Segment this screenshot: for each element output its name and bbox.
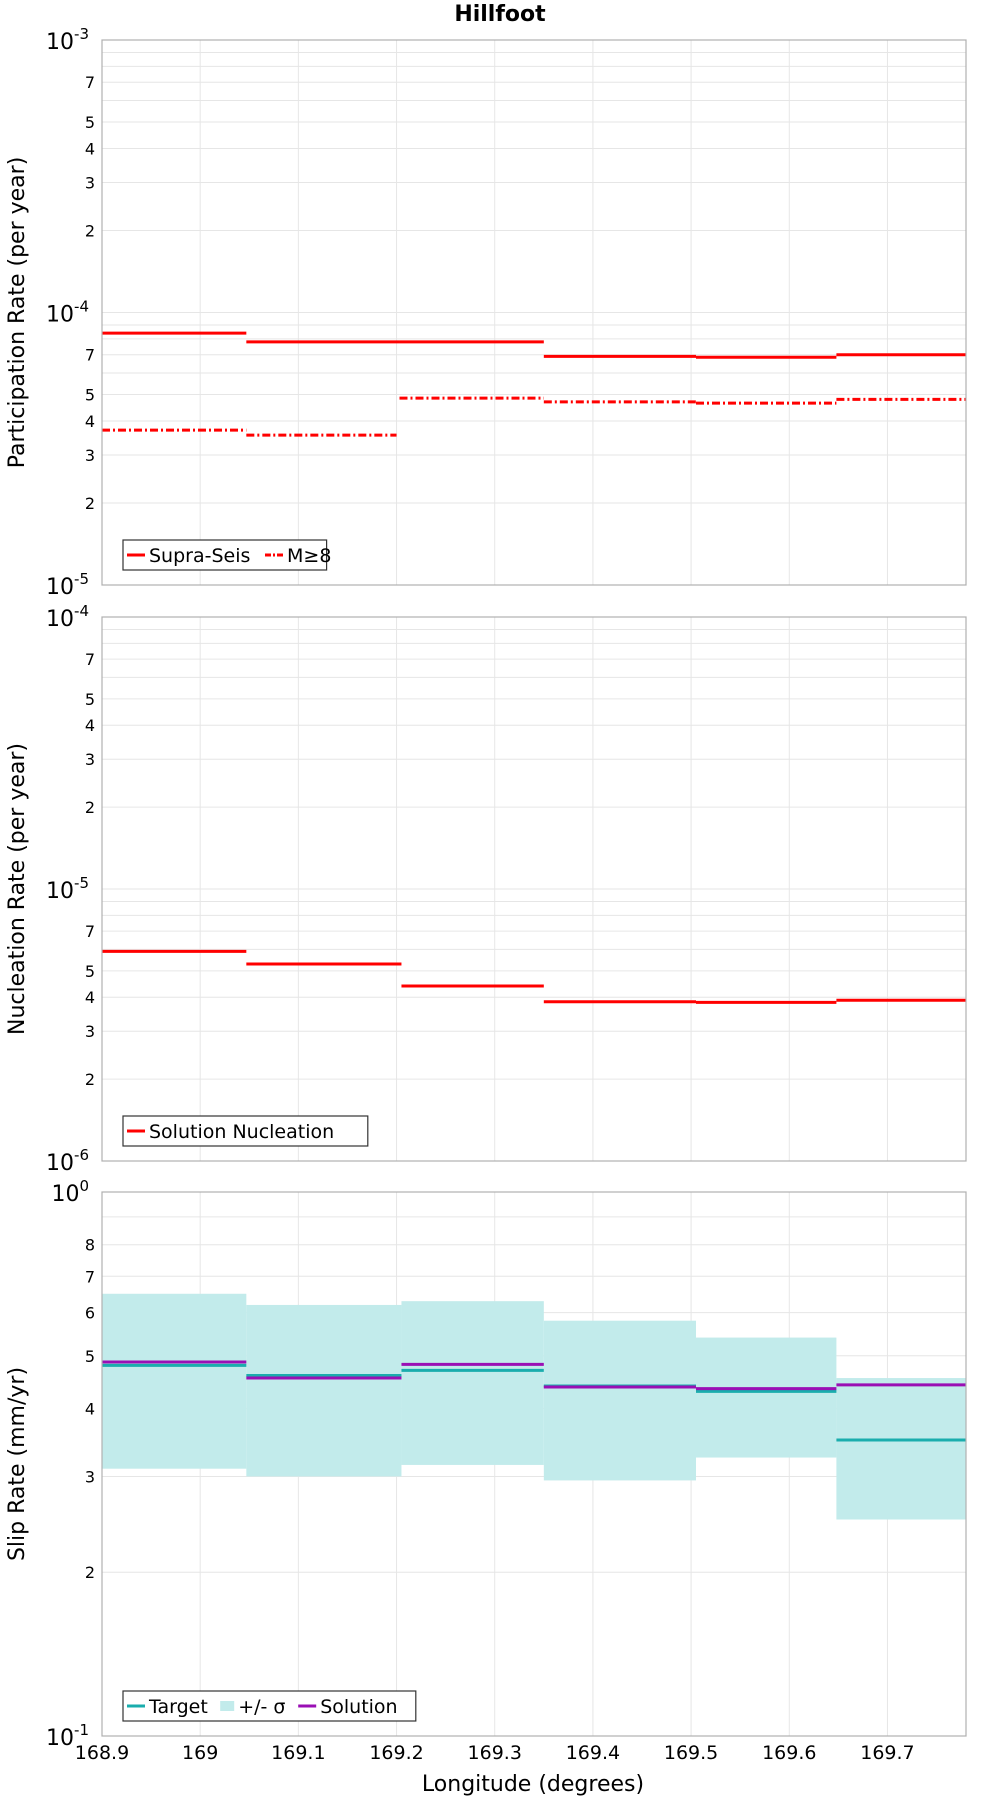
uncertainty-band — [246, 1304, 402, 1477]
y-tick-label: 7 — [85, 1267, 95, 1286]
y-axis-label: Nucleation Rate (per year) — [5, 743, 30, 1035]
legend: Solution Nucleation — [122, 1115, 369, 1147]
y-tick-label: 5 — [85, 962, 95, 981]
panel-3: 10-1 2 3 4 5 6 7 8 100 Slip Rate (mm/yr) Target +/-… — [5, 1177, 967, 1751]
legend-box — [122, 1115, 369, 1147]
uncertainty-band — [401, 1301, 544, 1465]
chart-title: Hillfoot — [454, 2, 546, 27]
y-tick-label: 100 — [51, 1177, 89, 1207]
x-tick-label: 169.5 — [664, 1742, 718, 1764]
y-tick-label: 3 — [85, 446, 95, 465]
y-axis-label: Participation Rate (per year) — [5, 157, 30, 469]
y-tick-label: 2 — [85, 1070, 95, 1089]
legend-label: Supra-Seis — [149, 545, 250, 567]
legend-box — [122, 1690, 417, 1722]
y-tick-label: 7 — [85, 650, 95, 669]
y-tick-label: 5 — [85, 1347, 95, 1366]
x-tick-label: 169.4 — [566, 1742, 620, 1764]
legend-label: Target — [148, 1696, 208, 1718]
panel-1: 10-5 2 3 4 5 7 10-4 2 3 4 5 7 10-3 Participation Rate… — [5, 25, 967, 600]
panels: 10-5 2 3 4 5 7 10-4 2 3 4 5 7 10-3 Participation Rate… — [5, 25, 967, 1764]
y-tick-label: 2 — [85, 221, 95, 240]
x-tick-label: 168.9 — [75, 1742, 129, 1764]
y-tick-label: 10-5 — [46, 874, 89, 904]
legend: Target +/- σ Solution — [122, 1690, 417, 1722]
x-tick-label: 169.7 — [860, 1742, 914, 1764]
y-tick-label: 7 — [85, 346, 95, 365]
y-tick-label: 10-1 — [46, 1721, 89, 1751]
x-tick-label: 169.2 — [369, 1742, 423, 1764]
y-tick-label: 10-3 — [46, 25, 89, 55]
legend-label: +/- σ — [238, 1696, 285, 1718]
y-tick-label: 5 — [85, 386, 95, 405]
y-tick-label: 3 — [85, 1467, 95, 1486]
legend-swatch — [220, 1701, 235, 1711]
x-axis-label: Longitude (degrees) — [422, 1772, 644, 1797]
y-tick-label: 10-4 — [46, 602, 89, 632]
y-tick-label: 3 — [85, 750, 95, 769]
y-tick-label: 4 — [85, 139, 95, 158]
y-tick-label: 4 — [85, 716, 95, 735]
y-tick-label: 4 — [85, 1399, 95, 1418]
y-tick-label: 10-4 — [46, 298, 89, 328]
plot-frame — [101, 39, 967, 586]
legend-label: M≥8 — [287, 545, 331, 567]
y-tick-label: 7 — [85, 922, 95, 941]
legend-label: Solution — [320, 1696, 397, 1718]
x-tick-label: 169.3 — [468, 1742, 522, 1764]
y-tick-label: 4 — [85, 988, 95, 1007]
uncertainty-band — [696, 1337, 837, 1458]
y-tick-label: 10-6 — [46, 1146, 89, 1176]
y-tick-label: 2 — [85, 798, 95, 817]
panel-2: 10-6 2 3 4 5 7 10-5 2 3 4 5 7 10-4 Nucleation Rate (p… — [5, 602, 967, 1176]
y-tick-label: 10-5 — [46, 570, 89, 600]
y-tick-label: 2 — [85, 494, 95, 513]
x-tick-label: 169.1 — [271, 1742, 325, 1764]
legend: Supra-Seis M≥8 — [122, 539, 331, 571]
x-tick-label: 169 — [182, 1742, 218, 1764]
y-tick-label: 6 — [85, 1304, 95, 1323]
y-tick-label: 3 — [85, 1022, 95, 1041]
legend-label: Solution Nucleation — [149, 1121, 334, 1143]
y-axis-label: Slip Rate (mm/yr) — [5, 1367, 30, 1561]
uncertainty-band — [836, 1378, 966, 1520]
plot-frame — [101, 1191, 967, 1737]
y-tick-label: 7 — [85, 73, 95, 92]
y-tick-label: 3 — [85, 173, 95, 192]
legend-box — [122, 539, 328, 571]
y-tick-label: 5 — [85, 690, 95, 709]
y-tick-label: 4 — [85, 412, 95, 431]
uncertainty-band — [543, 1320, 696, 1481]
plot-frame — [101, 616, 967, 1162]
y-tick-label: 5 — [85, 113, 95, 132]
uncertainty-band — [102, 1293, 247, 1469]
y-tick-label: 8 — [85, 1236, 95, 1255]
x-tick-label: 169.6 — [762, 1742, 816, 1764]
y-tick-label: 2 — [85, 1563, 95, 1582]
